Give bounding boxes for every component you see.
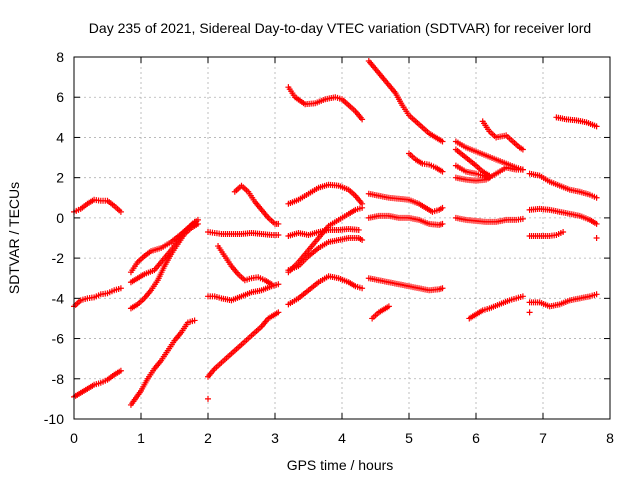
series-s9 — [205, 395, 211, 402]
series-s4 — [127, 317, 198, 408]
series-s13 — [231, 182, 282, 227]
series-s35 — [526, 228, 567, 239]
y-tick-label: 0 — [56, 210, 64, 226]
series-s24 — [369, 303, 392, 322]
data-point — [439, 220, 446, 227]
data-point — [275, 281, 282, 288]
series-s30 — [452, 214, 526, 225]
data-point — [117, 367, 124, 374]
series-s11 — [205, 281, 282, 304]
series-s20 — [365, 58, 446, 145]
data-point — [359, 204, 366, 211]
data-point — [275, 220, 282, 227]
series-s29 — [452, 164, 526, 184]
x-tick-label: 7 — [539, 430, 547, 446]
data-point — [191, 317, 198, 324]
data-point — [275, 231, 282, 238]
series-s39 — [593, 235, 600, 241]
x-tick-label: 5 — [405, 430, 413, 446]
y-tick-label: -6 — [52, 331, 65, 347]
data-point — [519, 215, 526, 222]
x-tick-label: 6 — [472, 430, 480, 446]
x-tick-label: 4 — [338, 430, 346, 446]
x-axis-label: GPS time / hours — [287, 457, 394, 473]
y-tick-label: -10 — [44, 411, 64, 427]
data-point — [519, 166, 526, 173]
series-s14 — [285, 84, 366, 123]
data-marks — [71, 58, 600, 408]
series-s32 — [479, 118, 526, 153]
chart-title: Day 235 of 2021, Sidereal Day-to-day VTE… — [89, 20, 591, 36]
series-s10 — [205, 228, 282, 238]
x-tick-label: 8 — [606, 430, 614, 446]
data-point — [439, 204, 446, 211]
y-axis-label: SDTVAR / TECUs — [6, 182, 22, 294]
series-s7 — [127, 220, 201, 312]
data-point — [205, 395, 211, 402]
series-s15 — [285, 181, 366, 207]
series-s31 — [466, 293, 526, 322]
y-tick-label: -2 — [52, 250, 65, 266]
x-tick-label: 0 — [70, 430, 78, 446]
data-point — [593, 220, 600, 227]
data-point — [268, 281, 275, 288]
data-point — [593, 235, 600, 241]
data-point — [275, 309, 282, 316]
data-point — [593, 194, 600, 201]
data-point — [439, 168, 446, 175]
series-s12 — [215, 243, 275, 288]
data-point — [359, 116, 366, 123]
plot-frame — [73, 56, 611, 420]
data-point — [560, 228, 567, 235]
data-point — [355, 226, 362, 233]
data-point — [526, 309, 533, 316]
data-point — [359, 285, 366, 292]
y-tick-label: -8 — [52, 371, 65, 387]
series-s17 — [285, 235, 366, 274]
data-point — [519, 146, 526, 153]
data-point — [439, 138, 446, 145]
series-s37 — [526, 309, 533, 316]
y-tick-label: -4 — [52, 290, 65, 306]
series-s18 — [285, 204, 366, 276]
data-point — [385, 303, 392, 310]
series-s34 — [526, 205, 600, 227]
data-point — [117, 208, 124, 215]
data-point — [593, 291, 600, 298]
data-point — [359, 237, 366, 244]
data-point — [593, 123, 600, 130]
series-s8 — [205, 309, 282, 380]
y-tick-label: 8 — [56, 49, 64, 65]
series-s38 — [553, 114, 600, 130]
series-s28 — [452, 162, 493, 181]
data-point — [439, 285, 446, 292]
data-point — [117, 285, 124, 292]
series-s2 — [71, 285, 124, 310]
data-point — [194, 220, 201, 227]
series-s21 — [365, 190, 446, 215]
series-s19 — [285, 273, 366, 308]
series-s33 — [526, 170, 600, 201]
y-tick-label: 2 — [56, 170, 64, 186]
tick-labels: 0 1 2 3 4 5 6 7 8 -10 -8 -6 -4 -2 0 2 4 6 8 — [44, 49, 614, 446]
y-tick-label: 6 — [56, 89, 64, 105]
y-tick-label: 4 — [56, 129, 64, 145]
series-s22 — [365, 212, 446, 228]
series-s23 — [365, 275, 446, 294]
series-s25 — [406, 150, 446, 175]
x-tick-label: 2 — [204, 430, 212, 446]
series-s3 — [71, 367, 124, 400]
x-tick-label: 1 — [137, 430, 145, 446]
data-point — [519, 293, 526, 300]
series-s36 — [526, 291, 600, 310]
series-s1 — [71, 196, 124, 215]
x-tick-label: 3 — [271, 430, 279, 446]
